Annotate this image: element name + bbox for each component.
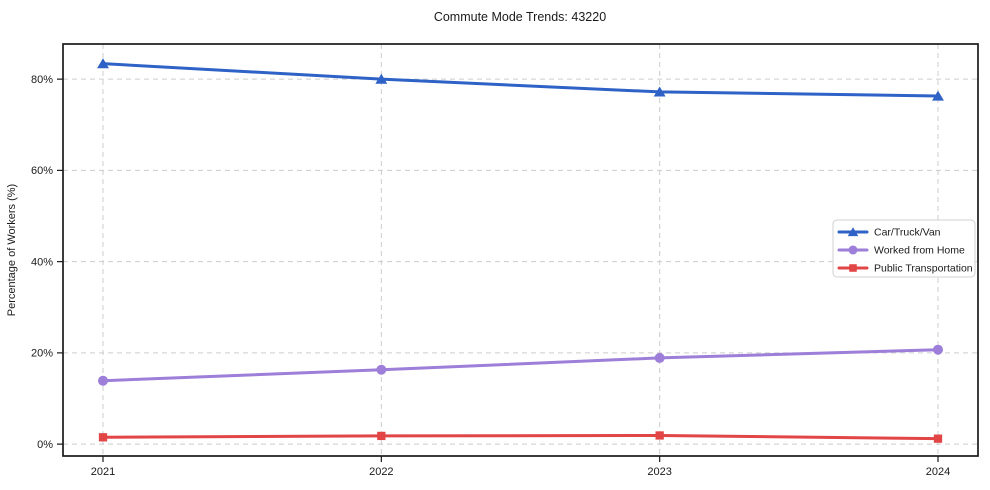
chart-title: Commute Mode Trends: 43220 [434,10,606,24]
legend: Car/Truck/Van Worked from Home Public Tran… [832,219,976,278]
legend-swatch-marker [849,264,857,272]
y-axis-title: Percentage of Workers (%) [6,184,18,316]
legend-swatch-marker [848,245,858,255]
legend-label-car-truck-van: Car/Truck/Van [874,227,941,239]
plot-frame [62,43,979,457]
series-line-car-truck-van [101,62,940,98]
data-point-worked-from-home [933,344,943,355]
data-point-car-truck-van [375,73,388,84]
data-point-worked-from-home [98,375,108,386]
data-point-worked-from-home [376,364,387,375]
y-tick-label: 20% [31,348,53,360]
x-tick-label: 2021 [91,466,115,478]
legend-label-worked-from-home: Worked from Home [874,245,965,257]
x-tick-label: 2022 [369,466,393,478]
gridlines [63,44,978,456]
axes-frame [62,43,979,457]
data-point-worked-from-home [654,352,665,363]
data-point-car-truck-van [97,58,109,69]
y-tick-label: 80% [31,74,53,86]
series-line-public-transportation [101,433,940,441]
legend-box [832,219,976,278]
data-point-public-transportation [933,434,943,443]
x-tick-label: 2024 [926,466,950,478]
data-point-car-truck-van [932,90,944,101]
data-point-public-transportation [377,431,386,441]
x-tick-label: 2023 [647,466,671,478]
data-point-car-truck-van [653,86,666,97]
y-tick-label: 40% [31,256,53,268]
series-layer [97,58,944,443]
y-tick-label: 60% [31,165,53,177]
axis-ticks: 0% 20% 40% 60% 80% 2021 2022 2023 2024 [31,74,950,478]
y-tick-label: 0% [37,439,53,451]
data-point-public-transportation [98,433,108,442]
legend-label-public-transportation: Public Transportation [874,263,973,275]
legend-swatch-marker [847,227,859,237]
series-line-worked-from-home [101,348,940,383]
data-point-public-transportation [655,431,664,440]
